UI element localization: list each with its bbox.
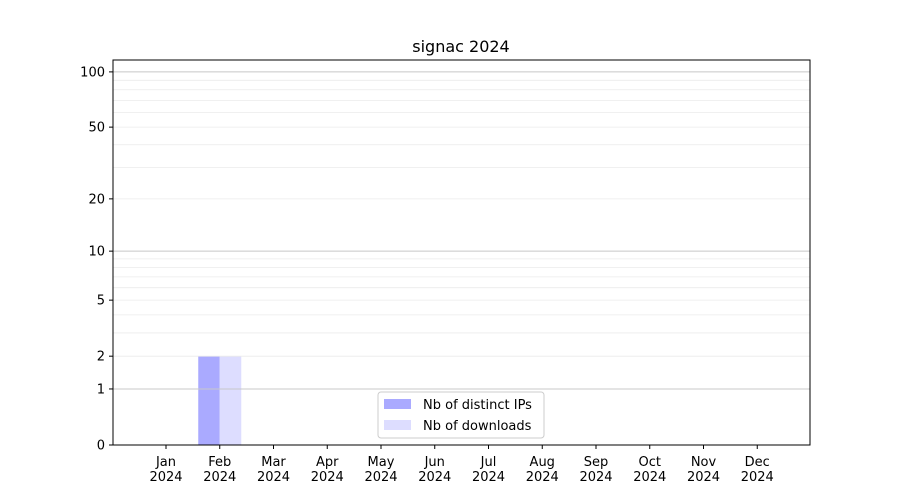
- x-tick-label: May 2024: [364, 455, 397, 485]
- x-tick-label: Aug 2024: [526, 455, 559, 485]
- y-tick-label: 100: [80, 65, 105, 80]
- bar-distinct-ips: [198, 356, 220, 445]
- y-tick-label: 50: [88, 121, 105, 136]
- y-tick-label: 5: [97, 294, 105, 309]
- chart-title: signac 2024: [412, 37, 509, 56]
- x-tick-label: Dec 2024: [741, 455, 774, 485]
- x-tick-label: Nov 2024: [687, 455, 720, 485]
- legend-label: Nb of distinct IPs: [423, 398, 532, 413]
- x-tick-label: Jun 2024: [418, 455, 451, 485]
- y-tick-label: 1: [97, 382, 105, 397]
- x-tick-label: Oct 2024: [633, 455, 666, 485]
- legend-box: [377, 391, 545, 439]
- legend-label: Nb of downloads: [423, 419, 532, 434]
- plot-frame: [112, 59, 811, 446]
- x-tick-label: Sep 2024: [579, 455, 612, 485]
- legend-swatch: [384, 399, 411, 409]
- x-tick-label: Feb 2024: [203, 455, 236, 485]
- bar-downloads: [219, 356, 242, 445]
- legend-swatch: [384, 420, 411, 430]
- x-tick-label: Jan 2024: [149, 455, 182, 485]
- x-tick-label: Mar 2024: [257, 455, 290, 485]
- x-tick-label: Apr 2024: [311, 455, 344, 485]
- y-tick-label: 10: [88, 245, 105, 260]
- x-tick-label: Jul 2024: [472, 455, 505, 485]
- y-tick-label: 2: [97, 350, 105, 365]
- y-tick-label: 0: [97, 439, 105, 454]
- y-tick-label: 20: [88, 192, 105, 207]
